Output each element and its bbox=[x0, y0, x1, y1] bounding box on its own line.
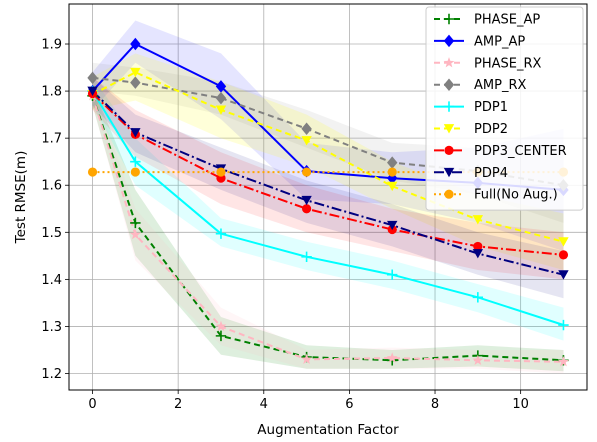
point-phase-ap bbox=[130, 217, 141, 229]
legend-marker-pdp2 bbox=[443, 124, 455, 134]
legend-label-pdp4: PDP4 bbox=[474, 166, 508, 181]
x-tick-label: 2 bbox=[174, 397, 182, 412]
legend-label-pdp1: PDP1 bbox=[474, 100, 508, 115]
x-tick-label: 4 bbox=[260, 397, 268, 412]
point-phase-ap bbox=[215, 330, 227, 342]
y-axis-ticks: 1.2 1.3 1.4 1.5 1.6 1.7 1.8 1.9 bbox=[41, 38, 69, 382]
point-amp-rx bbox=[215, 91, 227, 105]
point-amp-rx bbox=[87, 71, 98, 85]
point-amp-ap bbox=[215, 80, 227, 93]
point-pdp2 bbox=[472, 215, 484, 225]
legend-label-phase-rx: PHASE_RX bbox=[474, 56, 542, 71]
point-pdp2 bbox=[558, 237, 569, 247]
legend-marker-amp-rx bbox=[443, 78, 455, 91]
legend-marker-pdp4 bbox=[443, 167, 455, 178]
point-phase-rx bbox=[215, 320, 227, 332]
legend: PHASE_AP AMP_AP PHASE_RX AMP_RX PDP1 PDP2 PDP3… bbox=[425, 6, 584, 211]
point-pdp4 bbox=[301, 195, 312, 206]
point-full-no-aug bbox=[130, 167, 140, 177]
y-tick-label: 1.8 bbox=[41, 85, 62, 100]
legend-box bbox=[425, 6, 584, 211]
band-pdp1 bbox=[92, 77, 564, 341]
point-pdp1 bbox=[130, 156, 141, 167]
point-pdp2 bbox=[215, 105, 227, 115]
x-axis-label: Augmentation Factor bbox=[257, 422, 399, 438]
point-pdp2 bbox=[301, 136, 312, 146]
legend-label-phase-ap: PHASE_AP bbox=[474, 13, 540, 28]
point-phase-rx bbox=[386, 352, 398, 363]
point-amp-ap bbox=[387, 171, 398, 185]
point-amp-rx bbox=[301, 122, 312, 135]
legend-marker-amp-ap bbox=[443, 34, 455, 48]
point-amp-rx bbox=[387, 156, 398, 169]
point-full-no-aug bbox=[301, 167, 312, 177]
x-tick-label: 6 bbox=[345, 397, 353, 412]
legend-marker-phase-ap bbox=[443, 13, 455, 25]
point-pdp1 bbox=[472, 292, 484, 303]
legend-marker-pdp3-center bbox=[444, 145, 454, 155]
point-amp-ap bbox=[130, 37, 141, 51]
point-pdp3-center bbox=[473, 241, 483, 252]
x-tick-label: 8 bbox=[431, 397, 439, 412]
legend-label-full-no-aug: Full(No Aug.) bbox=[474, 188, 558, 203]
x-axis-ticks: 0 2 4 6 8 10 bbox=[88, 390, 529, 412]
point-full-no-aug bbox=[216, 167, 226, 177]
point-pdp4 bbox=[558, 270, 569, 280]
point-phase-rx bbox=[472, 354, 484, 365]
legend-label-pdp2: PDP2 bbox=[474, 122, 508, 137]
point-pdp2 bbox=[130, 67, 141, 78]
legend-label-amp-rx: AMP_RX bbox=[474, 78, 526, 93]
point-pdp3-center bbox=[301, 204, 312, 214]
point-full-no-aug bbox=[87, 167, 98, 177]
legend-label-amp-ap: AMP_AP bbox=[474, 34, 525, 49]
legend-marker-full-no-aug bbox=[444, 189, 454, 199]
point-pdp1 bbox=[558, 319, 569, 331]
point-pdp1 bbox=[215, 228, 227, 239]
point-phase-rx bbox=[301, 353, 313, 365]
y-tick-label: 1.9 bbox=[41, 38, 62, 53]
point-amp-rx bbox=[130, 76, 141, 89]
point-pdp1 bbox=[387, 269, 398, 280]
point-pdp4 bbox=[387, 220, 398, 231]
point-phase-rx bbox=[558, 356, 569, 367]
legend-marker-pdp1 bbox=[443, 101, 455, 112]
point-full-no-aug bbox=[387, 167, 397, 177]
y-tick-label: 1.7 bbox=[41, 132, 62, 147]
y-tick-label: 1.5 bbox=[41, 226, 62, 241]
x-tick-label: 10 bbox=[512, 397, 529, 412]
band-pdp3-center bbox=[92, 77, 564, 280]
legend-label-pdp3-center: PDP3_CENTER bbox=[474, 144, 567, 159]
x-tick-label: 0 bbox=[88, 397, 96, 412]
y-axis-label: Test RMSE(m) bbox=[13, 151, 29, 245]
band-pdp2 bbox=[92, 53, 564, 271]
y-tick-label: 1.4 bbox=[41, 273, 62, 288]
point-pdp4 bbox=[87, 86, 98, 97]
point-phase-rx bbox=[129, 228, 141, 240]
point-pdp1 bbox=[301, 251, 312, 262]
band-phase-rx bbox=[92, 86, 564, 374]
point-pdp4 bbox=[472, 249, 484, 259]
plot-frame bbox=[68, 3, 588, 391]
point-pdp2 bbox=[387, 181, 398, 192]
y-tick-label: 1.6 bbox=[41, 179, 62, 194]
point-pdp4 bbox=[130, 128, 141, 138]
point-pdp3-center bbox=[558, 250, 569, 260]
legend-marker-phase-rx bbox=[443, 57, 455, 68]
series-markers bbox=[87, 37, 569, 367]
y-tick-label: 1.2 bbox=[41, 367, 62, 382]
band-pdp4 bbox=[92, 77, 564, 299]
y-tick-label: 1.3 bbox=[41, 320, 62, 335]
